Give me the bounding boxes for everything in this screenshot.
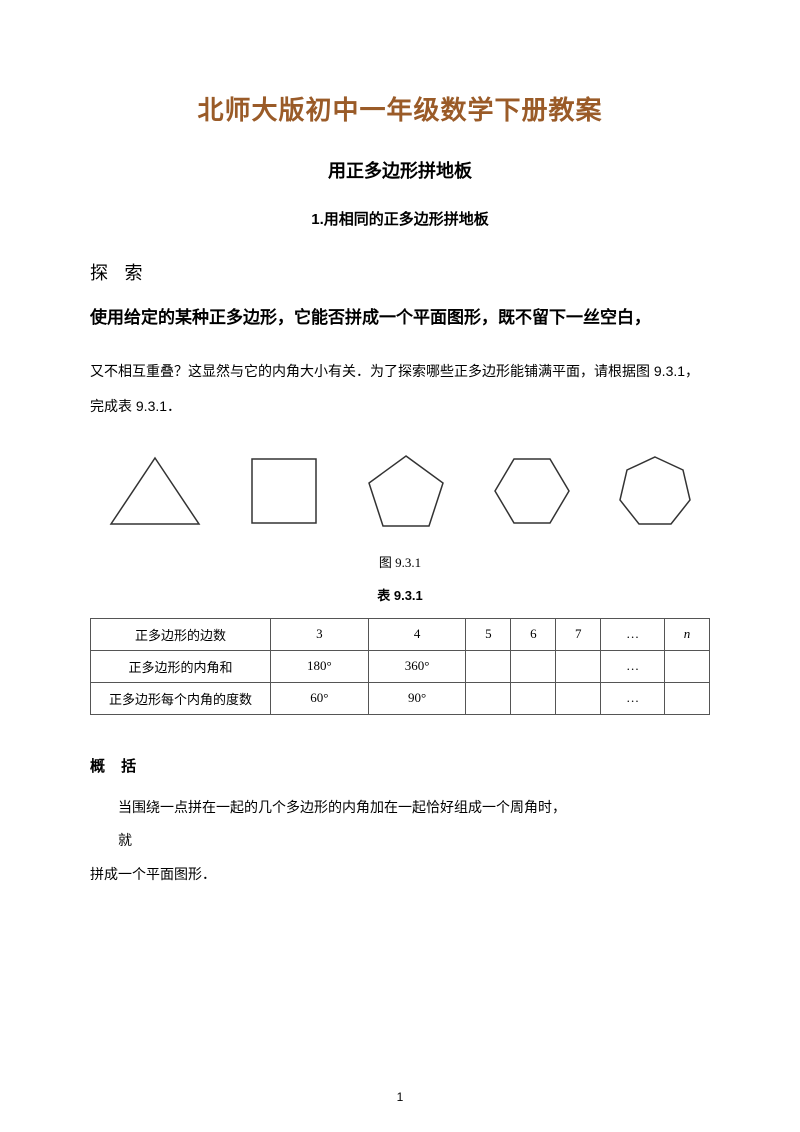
heptagon-shape (615, 452, 695, 530)
polygon-table: 正多边形的边数 3 4 5 6 7 … n 正多边形的内角和 180° 360°… (90, 618, 710, 715)
polygon-shapes-row (90, 442, 710, 540)
summary-label: 概 括 (90, 755, 710, 776)
triangle-shape (105, 452, 205, 530)
page-number: 1 (0, 1090, 800, 1104)
table-cell: 180° (271, 650, 369, 682)
table-cell: 90° (368, 682, 466, 714)
summary-line-2: 就 (90, 824, 710, 858)
body-paragraph: 又不相互重叠？这显然与它的内角大小有关．为了探索哪些正多边形能铺满平面，请根据图… (90, 354, 710, 424)
summary-line-3: 拼成一个平面图形． (90, 858, 710, 892)
explore-label: 探 索 (90, 259, 710, 285)
subtitle-topic: 用正多边形拼地板 (90, 157, 710, 183)
table-cell (665, 650, 710, 682)
table-cell: 360° (368, 650, 466, 682)
row-label: 正多边形每个内角的度数 (91, 682, 271, 714)
table-cell: 3 (271, 618, 369, 650)
bold-paragraph: 使用给定的某种正多边形，它能否拼成一个平面图形，既不留下一丝空白， (90, 300, 710, 336)
main-title: 北师大版初中一年级数学下册教案 (90, 90, 710, 127)
pentagon-shape (363, 450, 449, 532)
table-cell (665, 682, 710, 714)
table-cell (556, 682, 601, 714)
row-label: 正多边形的边数 (91, 618, 271, 650)
table-cell (511, 650, 556, 682)
table-cell: 4 (368, 618, 466, 650)
table-row: 正多边形每个内角的度数 60° 90° … (91, 682, 710, 714)
table-row: 正多边形的内角和 180° 360° … (91, 650, 710, 682)
figure-caption: 图 9.3.1 (90, 552, 710, 571)
table-cell: … (601, 618, 665, 650)
subtitle-section: 1.用相同的正多边形拼地板 (90, 208, 710, 229)
table-cell (511, 682, 556, 714)
square-shape (245, 452, 323, 530)
table-cell: 60° (271, 682, 369, 714)
hexagon-shape (489, 453, 575, 529)
table-cell: 6 (511, 618, 556, 650)
table-row: 正多边形的边数 3 4 5 6 7 … n (91, 618, 710, 650)
table-cell: n (665, 618, 710, 650)
table-cell: 7 (556, 618, 601, 650)
table-cell: … (601, 682, 665, 714)
table-cell (466, 682, 511, 714)
table-cell: … (601, 650, 665, 682)
row-label: 正多边形的内角和 (91, 650, 271, 682)
table-cell: 5 (466, 618, 511, 650)
table-caption: 表 9.3.1 (90, 585, 710, 604)
table-cell (466, 650, 511, 682)
summary-line-1: 当围绕一点拼在一起的几个多边形的内角加在一起恰好组成一个周角时， (90, 791, 710, 825)
table-cell (556, 650, 601, 682)
